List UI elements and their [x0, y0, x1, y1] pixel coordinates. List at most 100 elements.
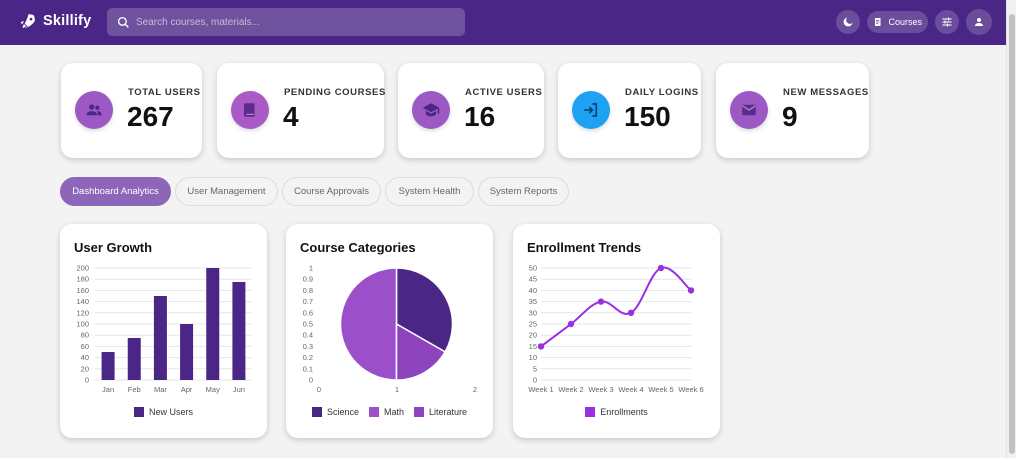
- mail-icon: [730, 91, 768, 129]
- legend-item[interactable]: Math: [368, 407, 404, 417]
- x-tick-label: Feb: [128, 385, 141, 394]
- scrollbar-thumb[interactable]: [1009, 14, 1015, 454]
- x-tick-label: May: [206, 385, 220, 394]
- stat-card-daily-logins: DAILY LOGINS 150: [558, 63, 701, 158]
- legend-item[interactable]: New Users: [133, 407, 193, 417]
- courses-button-label: Courses: [888, 17, 922, 27]
- graduation-cap-icon: [412, 91, 450, 129]
- y-tick-label: 0.8: [303, 286, 313, 295]
- x-tick-label: Week 4: [618, 385, 643, 394]
- stat-value: 267: [127, 101, 174, 132]
- chart-card-user-growth: User Growth 0 20 40 60 80 100 120 140 160 180 200 J…: [60, 224, 267, 438]
- y-tick-label: 20: [81, 364, 89, 373]
- tab-system-reports[interactable]: System Reports: [478, 177, 569, 206]
- y-tick-label: 45: [529, 275, 537, 284]
- y-tick-label: 40: [529, 286, 537, 295]
- bar: [232, 282, 246, 380]
- legend-swatch: [414, 407, 424, 417]
- settings-sliders-button[interactable]: [935, 10, 959, 34]
- x-tick-label: Mar: [154, 385, 167, 394]
- y-tick-label: 120: [76, 308, 89, 317]
- legend-label: New Users: [148, 407, 193, 417]
- stat-value: 16: [464, 101, 496, 132]
- tab-system-health[interactable]: System Health: [385, 177, 474, 206]
- bar: [180, 324, 194, 380]
- tab-dashboard-analytics[interactable]: Dashboard Analytics: [60, 177, 171, 206]
- courses-button[interactable]: Courses: [867, 11, 928, 33]
- y-tick-label: 0.1: [303, 364, 313, 373]
- x-tick-label: Jun: [233, 385, 245, 394]
- chart-card-enrollment-trends: Enrollment Trends 0 5 10 15 20 25 30 35 40 45 50 We…: [513, 224, 720, 438]
- chart-title: Enrollment Trends: [527, 240, 642, 255]
- line-chart: 0 5 10 15 20 25 30 35 40 45 50 Week 1 Week 2 Week 3 We…: [528, 264, 703, 395]
- tab-course-approvals[interactable]: Course Approvals: [282, 177, 381, 206]
- stat-value: 9: [782, 101, 798, 132]
- x-tick-label: 2: [473, 385, 477, 394]
- x-tick-label: Apr: [181, 385, 193, 394]
- stat-label: ACTIVE USERS: [465, 87, 543, 98]
- legend-label: Math: [383, 407, 404, 417]
- legend-swatch: [311, 407, 322, 417]
- stat-label: PENDING COURSES: [284, 87, 386, 98]
- y-tick-label: 0: [309, 376, 313, 385]
- book-icon: [231, 91, 269, 129]
- y-tick-label: 60: [81, 342, 89, 351]
- data-point: [657, 264, 665, 272]
- x-tick-label: 1: [395, 385, 399, 394]
- chart-legend: Enrollments: [513, 407, 720, 417]
- login-icon: [572, 91, 610, 129]
- top-nav-bar: Skillify Courses: [0, 0, 1006, 45]
- x-tick-label: Week 2: [558, 385, 583, 394]
- x-tick-label: Week 1: [528, 385, 553, 394]
- sliders-icon: [942, 17, 952, 27]
- y-tick-label: 5: [533, 364, 537, 373]
- y-tick-label: 200: [76, 264, 89, 273]
- y-tick-label: 30: [529, 308, 537, 317]
- stat-label: DAILY LOGINS: [625, 87, 699, 98]
- bar: [153, 296, 167, 380]
- legend-item[interactable]: Enrollments: [585, 407, 648, 417]
- search-icon: [117, 16, 129, 28]
- stat-label: TOTAL USERS: [128, 87, 201, 98]
- x-tick-label: Week 6: [678, 385, 703, 394]
- chart-title: Course Categories: [300, 240, 416, 255]
- x-tick-label: Week 3: [588, 385, 613, 394]
- y-tick-label: 0: [85, 376, 89, 385]
- pie-slice: [339, 267, 398, 381]
- legend-item[interactable]: Science: [311, 407, 359, 417]
- y-tick-label: 0.3: [303, 342, 313, 351]
- chart-card-course-categories: Course Categories 0 0.1 0.2 0.3 0.4 0.5 0.6 0.7…: [286, 224, 493, 438]
- y-tick-label: 0.7: [303, 297, 313, 306]
- search-bar[interactable]: [107, 8, 465, 36]
- y-tick-label: 10: [529, 353, 537, 362]
- legend-item[interactable]: Literature: [414, 407, 467, 417]
- user-icon: [975, 18, 983, 26]
- theme-toggle-button[interactable]: [836, 10, 860, 34]
- user-avatar-button[interactable]: [966, 9, 992, 35]
- stat-label: NEW MESSAGES: [783, 87, 869, 98]
- y-tick-label: 160: [76, 286, 89, 295]
- data-point: [627, 309, 635, 316]
- moon-icon: [843, 17, 853, 27]
- page-scrollbar[interactable]: [1006, 0, 1016, 458]
- data-point: [687, 287, 695, 294]
- y-tick-label: 1: [309, 264, 313, 273]
- y-tick-label: 80: [81, 331, 89, 340]
- y-tick-label: 35: [529, 297, 537, 306]
- y-tick-label: 180: [76, 275, 89, 284]
- search-input[interactable]: [136, 16, 456, 28]
- y-tick-label: 0.2: [303, 353, 313, 362]
- y-tick-label: 100: [76, 320, 89, 329]
- x-tick-label: Jan: [102, 385, 114, 394]
- rocket-icon: [20, 14, 35, 29]
- legend-swatch: [585, 407, 596, 417]
- tab-user-management[interactable]: User Management: [175, 177, 278, 206]
- brand[interactable]: Skillify: [18, 12, 91, 30]
- y-tick-label: 140: [76, 297, 89, 306]
- chart-title: User Growth: [74, 240, 153, 255]
- stat-value: 4: [283, 101, 299, 132]
- stat-card-pending-courses: PENDING COURSES 4: [217, 63, 386, 158]
- stat-value: 150: [624, 101, 671, 132]
- stat-card-active-users: ACTIVE USERS 16: [398, 63, 544, 158]
- legend-swatch: [368, 407, 379, 417]
